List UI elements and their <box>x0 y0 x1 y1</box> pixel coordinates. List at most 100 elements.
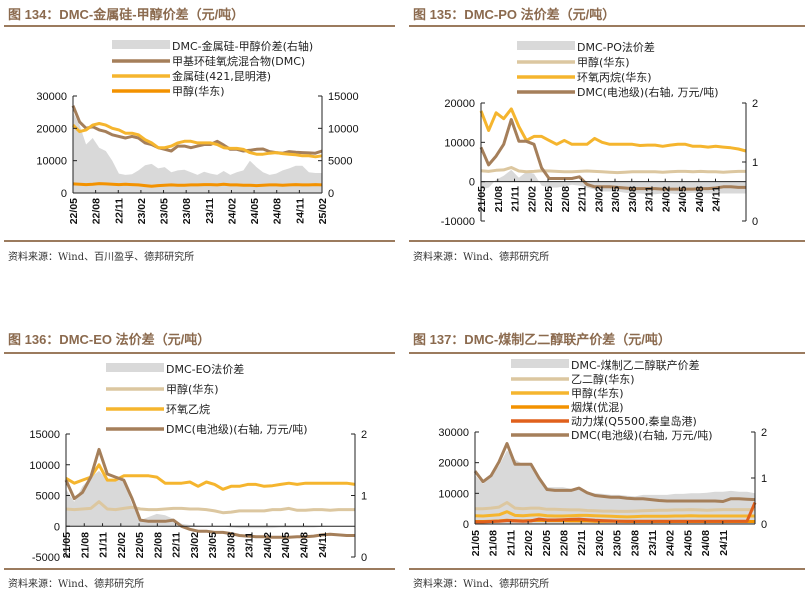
x-tick-label: 24/05 <box>677 186 689 212</box>
y-tick-label-left: 0 <box>469 177 475 189</box>
line-series-1 <box>475 501 755 513</box>
x-tick-label: 22/11 <box>576 530 588 556</box>
y-tick-label-left: 20000 <box>36 123 67 135</box>
legend-label: 动力煤(Q5500,秦皇岛港) <box>571 414 697 428</box>
legend-label: DMC-PO法价差 <box>577 40 655 54</box>
legend-label: DMC(电池级)(右轴, 万元/吨) <box>166 422 308 436</box>
legend-label: 金属硅(421,昆明港) <box>172 69 271 83</box>
y-tick-label-left: 30000 <box>438 427 469 439</box>
series-group <box>71 105 323 193</box>
x-tick-label: 24/08 <box>694 186 706 212</box>
legend-label: 甲基环硅氧烷混合物(DMC) <box>172 54 305 68</box>
x-tick-label: 24/11 <box>718 530 730 556</box>
area-series-0 <box>73 112 322 193</box>
x-tick-label: 24/05 <box>682 530 694 556</box>
x-tick-label: 21/11 <box>505 530 517 556</box>
y-tick-label-left: 20000 <box>444 98 475 110</box>
legend-label: 甲醇(华东) <box>571 386 624 400</box>
y-tick-label-right: 0 <box>752 216 758 228</box>
title-divider <box>4 25 395 27</box>
y-tick-label-left: -5000 <box>32 552 60 564</box>
x-tick-label: 24/05 <box>249 198 261 224</box>
x-tick-label: 24/08 <box>298 532 310 558</box>
line-series-3 <box>64 447 355 539</box>
x-tick-label: 24/11 <box>294 198 306 224</box>
line-series-1 <box>480 166 746 175</box>
x-tick-label: 21/11 <box>510 186 522 212</box>
y-tick-label-right: 0 <box>328 188 334 200</box>
x-tick-label: 22/11 <box>577 186 589 212</box>
x-tick-label: 24/02 <box>262 532 274 558</box>
y-tick-label-left: 10000 <box>29 460 60 472</box>
source-divider <box>409 240 805 242</box>
y-tick-label-right: 1 <box>752 157 758 169</box>
title-divider <box>4 352 395 354</box>
y-tick-label-right: 10000 <box>328 123 359 135</box>
chart-panel-135: 图 135：DMC-PO 法价差（元/吨） -10000 0 10000 20000 0… <box>405 0 805 270</box>
source-divider <box>4 240 395 242</box>
x-tick-label: 22/02 <box>526 186 538 212</box>
y-tick-label-left: 30000 <box>36 91 67 103</box>
legend-label: DMC-EO法价差 <box>166 362 244 376</box>
y-tick-label-right: 2 <box>761 427 767 439</box>
legend-swatch-area <box>517 41 575 50</box>
legend-swatch-area <box>112 40 170 49</box>
x-tick-label: 22/08 <box>91 198 103 224</box>
line-series-2 <box>479 107 747 153</box>
source-note: 资料来源：Wind、百川盈孚、德邦研究所 <box>8 252 195 263</box>
x-tick-label: 24/11 <box>711 186 723 212</box>
chart-svg: -5000 0 5000 10000 15000 0 1 2 21/05 21/08 21/11 22… <box>29 362 367 564</box>
source-note: 资料来源：Wind、德邦研究所 <box>413 252 550 263</box>
x-tick-label: 25/02 <box>317 198 329 224</box>
x-tick-label: 23/05 <box>610 186 622 212</box>
x-tick-label: 22/02 <box>116 532 128 558</box>
legend-swatch-area <box>106 363 164 372</box>
line-series-5 <box>473 442 756 503</box>
x-tick-label: 22/05 <box>541 530 553 556</box>
legend-label: DMC-煤制乙二醇联产价差 <box>571 358 700 372</box>
y-tick-label-right: 0 <box>761 519 767 531</box>
legend-label: 环氧丙烷(华东) <box>577 70 652 84</box>
x-tick-label: 23/11 <box>204 198 216 224</box>
x-tick-label: 22/08 <box>560 186 572 212</box>
y-tick-label-right: 2 <box>361 429 367 441</box>
x-tick-label: 23/02 <box>189 532 201 558</box>
y-tick-label-left: 10000 <box>36 156 67 168</box>
x-tick-label: 21/08 <box>488 530 500 556</box>
x-tick-label: 24/02 <box>226 198 238 224</box>
y-tick-label-left: 0 <box>54 521 60 533</box>
x-tick-label: 23/02 <box>594 530 606 556</box>
x-tick-label: 23/05 <box>159 198 171 224</box>
x-tick-label: 24/05 <box>280 532 292 558</box>
x-tick-label: 21/05 <box>61 532 73 558</box>
x-tick-label: 23/05 <box>612 530 624 556</box>
x-tick-label: 23/08 <box>181 198 193 224</box>
x-tick-label: 22/08 <box>558 530 570 556</box>
x-tick-label: 21/08 <box>79 532 91 558</box>
legend-label: DMC(电池级)(右轴, 万元/吨) <box>571 428 713 442</box>
y-tick-label-right: 2 <box>752 98 758 110</box>
title-divider <box>409 352 805 354</box>
x-tick-label: 22/11 <box>171 532 183 558</box>
y-tick-label-left: 5000 <box>36 491 60 503</box>
legend-label: DMC(电池级)(右轴, 万元/吨) <box>577 85 719 99</box>
x-tick-label: 23/11 <box>644 186 656 212</box>
area-series-0 <box>66 470 355 529</box>
y-tick-label-right: 1 <box>761 473 767 485</box>
x-tick-label: 23/02 <box>593 186 605 212</box>
title-divider <box>409 25 805 27</box>
chart-svg: 0 10000 20000 30000 0 1 2 21/05 21/08 21/11 22/02 2… <box>438 358 767 556</box>
line-series-2 <box>65 463 356 491</box>
x-tick-label: 23/08 <box>629 530 641 556</box>
chart-title: 图 136：DMC-EO 法价差（元/吨） <box>8 332 211 347</box>
chart-title: 图 135：DMC-PO 法价差（元/吨） <box>413 7 616 22</box>
x-tick-label: 23/08 <box>627 186 639 212</box>
line-series-4 <box>475 501 757 524</box>
line-series-2 <box>474 510 755 519</box>
chart-title: 图 137：DMC-煤制乙二醇联产价差（元/吨） <box>413 332 671 347</box>
x-tick-label: 22/05 <box>134 532 146 558</box>
x-tick-label: 23/11 <box>244 532 256 558</box>
x-tick-label: 24/02 <box>665 530 677 556</box>
legend-label: 甲醇(华东) <box>166 382 219 396</box>
legend-label: 环氧乙烷 <box>166 402 210 416</box>
